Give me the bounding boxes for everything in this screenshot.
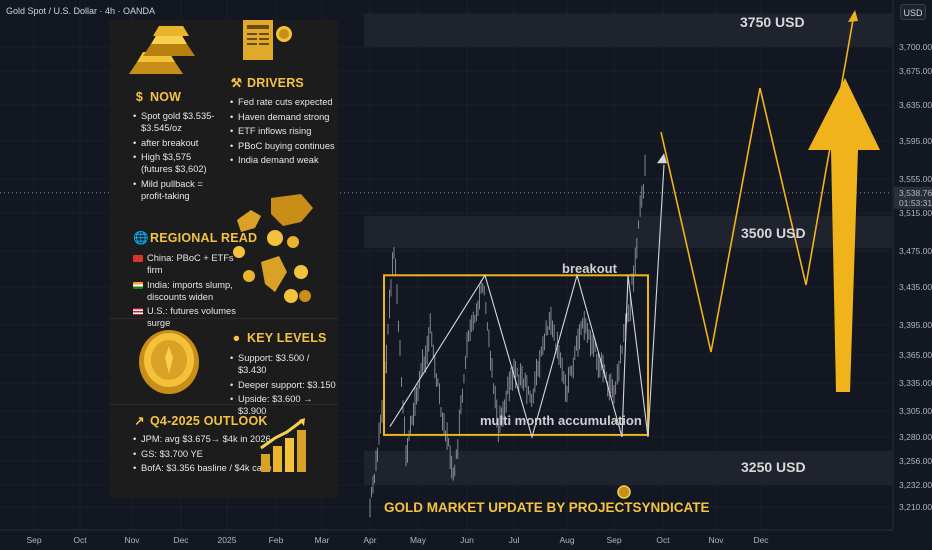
newspaper-icon [243, 20, 292, 60]
x-tick-label: Oct [656, 535, 670, 545]
now-heading: $ NOW [133, 90, 181, 104]
list-item: Mild pullback = profit-taking [133, 178, 233, 202]
projection-arrowhead [848, 10, 858, 22]
zigzag-arrowhead [657, 153, 667, 164]
current-price-label: 3,538.765 [899, 188, 932, 198]
x-tick-label: 2025 [218, 535, 237, 545]
list-item: BofA: $3.356 basline / $4k case [133, 462, 283, 474]
x-tick-label: Aug [559, 535, 574, 545]
y-tick-label: 3,700.000 [899, 42, 932, 52]
list-item: High $3,575 (futures $3,602) [133, 151, 233, 175]
range-zigzag-line [389, 164, 665, 440]
divider [109, 404, 338, 405]
coin-icon: ● [232, 331, 241, 345]
list-item: GS: $3.700 YE [133, 448, 283, 460]
projection-path [660, 13, 855, 353]
symbol-title[interactable]: Gold Spot / U.S. Dollar · 4h · OANDA [6, 6, 156, 16]
x-tick-label: Mar [315, 535, 330, 545]
countdown-label: 01:53:31 [899, 198, 932, 208]
zone-band [364, 215, 892, 249]
y-tick-label: 3,635.000 [899, 100, 932, 110]
list-item: India demand weak [230, 154, 338, 166]
x-tick-label: Apr [363, 535, 376, 545]
list-item: PBoC buying continues [230, 140, 338, 152]
map-coins-icon [233, 194, 313, 303]
y-tick-label: 3,515.000 [899, 208, 932, 218]
x-tick-label: Nov [708, 535, 724, 545]
list-item: Spot gold $3.535- $3.545/oz [133, 110, 233, 134]
y-tick-label: 3,475.000 [899, 246, 932, 256]
drivers-list: Fed rate cuts expected Haven demand stro… [230, 96, 338, 169]
x-tick-label: Nov [124, 535, 140, 545]
big-up-arrow [808, 78, 880, 392]
y-tick-label: 3,210.000 [899, 502, 932, 512]
x-tick-label: Feb [269, 535, 284, 545]
y-tick-label: 3,232.000 [899, 480, 932, 490]
list-item: China: PBoC + ETFs firm [133, 252, 249, 276]
coin-marker [617, 485, 631, 499]
y-tick-label: 3,435.000 [899, 282, 932, 292]
list-item: U.S.: futures volumes surge [133, 305, 249, 329]
x-tick-label: Sep [606, 535, 621, 545]
x-tick-label: Dec [753, 535, 769, 545]
gold-bars-icon [129, 26, 195, 74]
accumulation-box [383, 274, 649, 436]
gold-coin-icon [139, 330, 199, 394]
x-tick-label: Jul [509, 535, 520, 545]
regional-heading: 🌐REGIONAL READ [133, 231, 258, 245]
key-levels-list: Support: $3.500 / $3.430 Deeper support:… [230, 352, 338, 420]
now-list: Spot gold $3.535- $3.545/oz after breako… [133, 110, 233, 204]
x-tick-label: Jun [460, 535, 474, 545]
regional-list: China: PBoC + ETFs firm India: imports s… [133, 252, 249, 332]
zone-bands [364, 13, 892, 485]
trend-up-icon: ↗ [134, 414, 145, 428]
footer-credit: GOLD MARKET UPDATE BY PROJECTSYNDICATE [384, 500, 710, 515]
outlook-heading: ↗ Q4-2025 OUTLOOK [134, 414, 268, 428]
x-tick-label: Dec [173, 535, 189, 545]
y-tick-label: 3,395.000 [899, 320, 932, 330]
list-item: Fed rate cuts expected [230, 96, 338, 108]
globe-icon: 🌐 [133, 231, 149, 245]
y-tick-label: 3,595.000 [899, 136, 932, 146]
list-item: India: imports slump, discounts widen [133, 279, 249, 303]
hammer-icon: ⚒ [230, 76, 243, 90]
info-panel: $NOW Spot gold $3.535- $3.545/oz after b… [109, 20, 338, 498]
list-item: Upside: $3.600 → $3.900 [230, 393, 338, 417]
zone-band [364, 13, 892, 47]
list-item: Haven demand strong [230, 111, 338, 123]
drivers-heading: ⚒ DRIVERS [230, 76, 304, 90]
y-tick-label: 3,305.000 [899, 406, 932, 416]
list-item: after breakout [133, 137, 233, 149]
zone-label-3500: 3500 USD [741, 225, 806, 241]
x-tick-label: May [410, 535, 427, 545]
list-item: ETF inflows rising [230, 125, 338, 137]
list-item: Deeper support: $3.150 [230, 379, 338, 391]
current-price-badge [894, 186, 932, 209]
dollar-icon: $ [135, 90, 144, 104]
x-tick-label: Oct [73, 535, 87, 545]
list-item: JPM: avg $3.675→ $4k in 2026 [133, 433, 283, 445]
growth-chart-icon [260, 418, 306, 472]
zone-band [364, 451, 892, 485]
price-axis-bg [893, 0, 932, 550]
y-tick-label: 3,335.000 [899, 378, 932, 388]
accumulation-label: multi month accumulation [480, 413, 642, 428]
zone-label-3250: 3250 USD [741, 459, 806, 475]
y-tick-label: 3,365.000 [899, 350, 932, 360]
y-tick-label: 3,675.000 [899, 66, 932, 76]
y-tick-label: 3,256.000 [899, 456, 932, 466]
y-tick-label: 3,280.000 [899, 432, 932, 442]
currency-unit-button[interactable]: USD [900, 4, 926, 20]
outlook-list: JPM: avg $3.675→ $4k in 2026 GS: $3.700 … [133, 433, 283, 477]
zone-label-3750: 3750 USD [740, 14, 805, 30]
key-levels-heading: ● KEY LEVELS [230, 331, 327, 345]
x-tick-label: Sep [26, 535, 41, 545]
divider [109, 318, 338, 319]
y-tick-label: 3,555.000 [899, 174, 932, 184]
breakout-label: breakout [562, 261, 617, 276]
list-item: Support: $3.500 / $3.430 [230, 352, 338, 376]
